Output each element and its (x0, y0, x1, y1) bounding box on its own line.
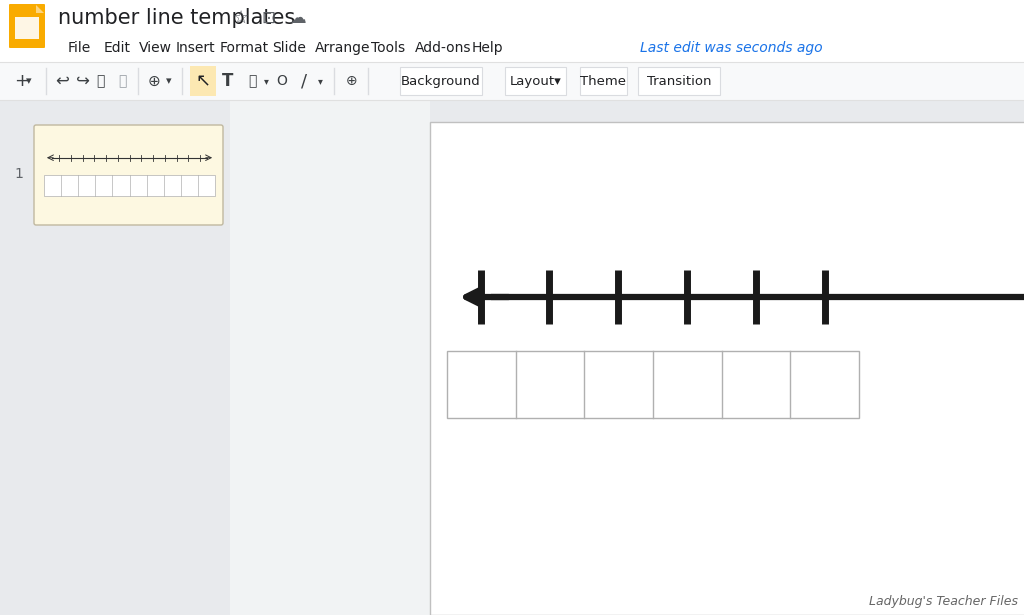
FancyBboxPatch shape (9, 4, 45, 48)
Text: ⊕: ⊕ (148, 74, 161, 89)
Text: Tools: Tools (371, 41, 406, 55)
Text: Transition: Transition (647, 74, 712, 87)
Text: ☁: ☁ (289, 9, 305, 26)
Text: +: + (14, 72, 29, 90)
Bar (447, 351, 859, 418)
Text: ▾: ▾ (264, 76, 269, 86)
Text: O: O (276, 74, 288, 88)
Text: ↪: ↪ (76, 72, 90, 90)
Bar (638, 67, 720, 95)
Text: Arrange: Arrange (315, 41, 371, 55)
Text: Ladybug's Teacher Files: Ladybug's Teacher Files (869, 595, 1018, 608)
Text: ⬛: ⬛ (96, 74, 104, 88)
Text: ⊡: ⊡ (261, 9, 274, 26)
Polygon shape (36, 5, 44, 13)
Text: Format: Format (220, 41, 269, 55)
FancyBboxPatch shape (34, 125, 223, 225)
Bar (430, 100, 1024, 615)
Text: /: / (301, 72, 307, 90)
Bar (44, 175, 215, 196)
Text: Theme: Theme (581, 74, 627, 87)
Text: Add-ons: Add-ons (415, 41, 471, 55)
Text: Layout▾: Layout▾ (510, 74, 561, 87)
Bar (0, 100, 230, 615)
Bar (190, 66, 216, 96)
Text: ⬦: ⬦ (118, 74, 126, 88)
Text: Help: Help (472, 41, 504, 55)
Text: ☆: ☆ (233, 9, 249, 26)
Text: number line templates: number line templates (58, 7, 295, 28)
Bar (15, 17, 39, 39)
Text: Edit: Edit (104, 41, 131, 55)
Text: View: View (139, 41, 172, 55)
Bar (0, 0, 1024, 62)
Text: ⬜: ⬜ (248, 74, 256, 88)
Text: Slide: Slide (272, 41, 306, 55)
Bar (505, 67, 566, 95)
Text: ↩: ↩ (55, 72, 69, 90)
Bar (580, 67, 627, 95)
Bar (430, 122, 1024, 615)
Text: Background: Background (401, 74, 481, 87)
Bar (400, 67, 482, 95)
Text: ⊕: ⊕ (346, 74, 357, 88)
Text: Insert: Insert (176, 41, 216, 55)
Text: T: T (222, 72, 233, 90)
Text: Last edit was seconds ago: Last edit was seconds ago (640, 41, 822, 55)
Text: ▾: ▾ (26, 76, 32, 86)
Bar (0, 62, 1024, 100)
Text: ↖: ↖ (196, 72, 211, 90)
Text: ▾: ▾ (318, 76, 323, 86)
Text: File: File (68, 41, 91, 55)
Text: 1: 1 (14, 167, 23, 181)
Text: ▾: ▾ (166, 76, 172, 86)
